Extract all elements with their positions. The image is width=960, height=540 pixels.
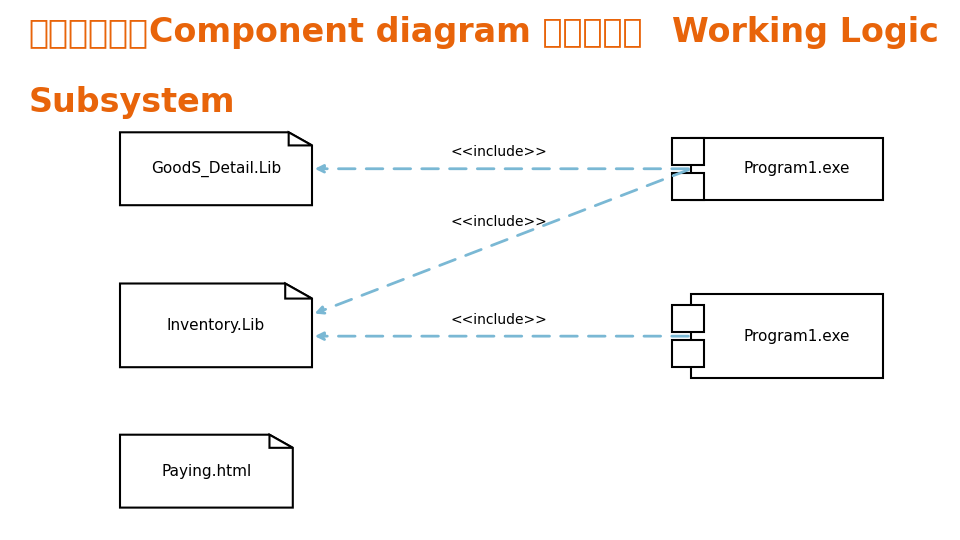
- Bar: [691, 294, 883, 378]
- Text: <<include>>: <<include>>: [451, 145, 547, 159]
- Polygon shape: [285, 284, 312, 299]
- Polygon shape: [289, 132, 312, 145]
- Bar: [691, 138, 883, 200]
- Polygon shape: [120, 284, 312, 367]
- Text: Program1.exe: Program1.exe: [744, 161, 850, 176]
- Bar: [672, 305, 704, 332]
- Text: <<include>>: <<include>>: [451, 313, 547, 327]
- Polygon shape: [270, 435, 293, 448]
- Polygon shape: [120, 435, 293, 508]
- Text: <<include>>: <<include>>: [451, 215, 547, 230]
- Text: GoodS_Detail.Lib: GoodS_Detail.Lib: [151, 160, 281, 177]
- Text: Program1.exe: Program1.exe: [744, 329, 850, 343]
- Text: Inventory.Lib: Inventory.Lib: [167, 318, 265, 333]
- Bar: [672, 340, 704, 367]
- Bar: [672, 138, 704, 165]
- Bar: [672, 173, 704, 200]
- Polygon shape: [120, 132, 312, 205]
- Text: Component diagram สำหรบ: Component diagram สำหรบ: [149, 16, 642, 49]
- Text: Subsystem: Subsystem: [29, 86, 235, 119]
- Text: Working Logic: Working Logic: [672, 16, 939, 49]
- Text: ตวอยาง: ตวอยาง: [29, 16, 149, 49]
- Text: Paying.html: Paying.html: [161, 464, 252, 478]
